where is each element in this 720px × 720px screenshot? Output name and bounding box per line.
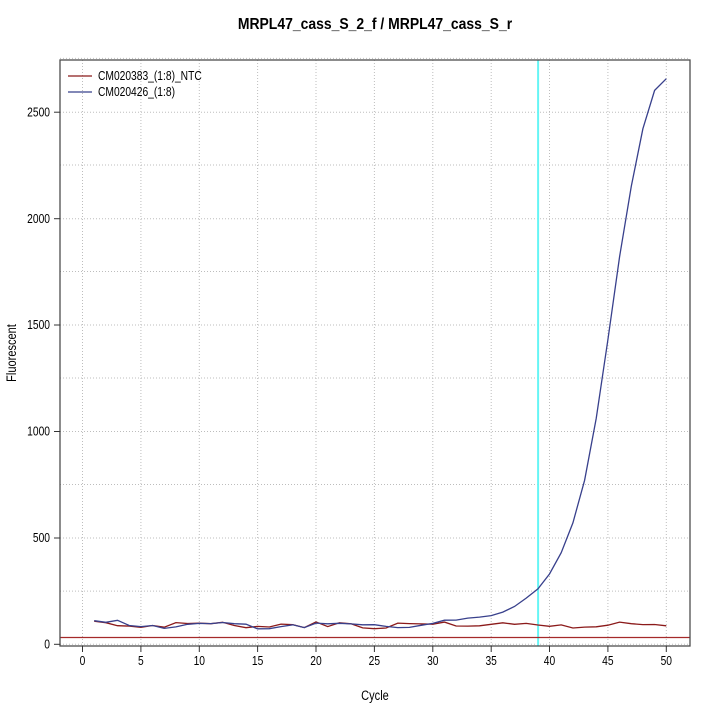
svg-text:0: 0 bbox=[80, 654, 86, 668]
svg-text:45: 45 bbox=[602, 654, 614, 668]
svg-text:CM020426_(1:8): CM020426_(1:8) bbox=[98, 85, 175, 99]
svg-text:2500: 2500 bbox=[27, 105, 50, 119]
svg-text:15: 15 bbox=[252, 654, 264, 668]
svg-text:5: 5 bbox=[138, 654, 144, 668]
svg-text:0: 0 bbox=[44, 637, 50, 651]
svg-text:Cycle: Cycle bbox=[361, 688, 389, 704]
svg-text:35: 35 bbox=[485, 654, 497, 668]
svg-text:CM020383_(1:8)_NTC: CM020383_(1:8)_NTC bbox=[98, 69, 202, 83]
svg-text:25: 25 bbox=[369, 654, 381, 668]
svg-text:10: 10 bbox=[194, 654, 206, 668]
svg-text:2000: 2000 bbox=[27, 212, 50, 226]
svg-text:MRPL47_cass_S_2_f / MRPL47_cas: MRPL47_cass_S_2_f / MRPL47_cass_S_r bbox=[238, 16, 513, 33]
svg-text:20: 20 bbox=[310, 654, 322, 668]
svg-text:1500: 1500 bbox=[27, 318, 50, 332]
svg-text:30: 30 bbox=[427, 654, 439, 668]
svg-text:40: 40 bbox=[544, 654, 556, 668]
svg-text:50: 50 bbox=[661, 654, 673, 668]
svg-text:1000: 1000 bbox=[27, 425, 50, 439]
svg-text:Fluorescent: Fluorescent bbox=[4, 324, 20, 382]
svg-text:500: 500 bbox=[33, 531, 51, 545]
